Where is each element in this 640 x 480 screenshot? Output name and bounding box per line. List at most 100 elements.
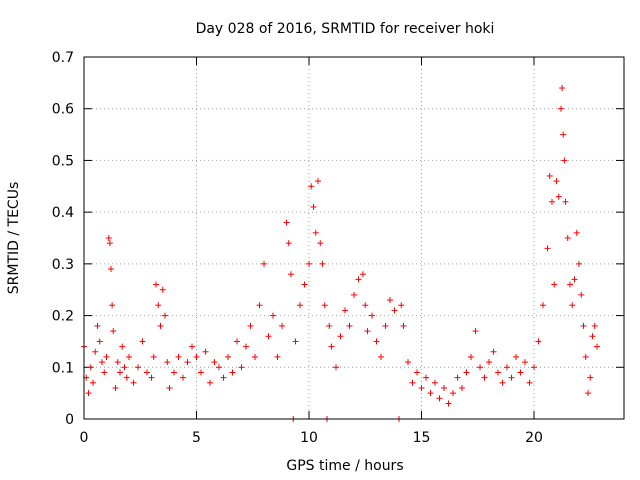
- data-point: [99, 359, 105, 366]
- data-point: [148, 374, 155, 381]
- data-point: [153, 281, 159, 288]
- data-point: [535, 338, 542, 345]
- data-point: [591, 322, 598, 329]
- axis-ticks: [83, 56, 624, 420]
- data-point: [504, 364, 510, 371]
- data-point: [90, 379, 96, 386]
- data-point: [567, 281, 573, 288]
- data-point: [513, 353, 519, 360]
- data-point: [362, 302, 369, 309]
- data-point: [101, 369, 108, 376]
- data-point: [576, 260, 582, 267]
- data-point: [247, 322, 254, 329]
- data-point: [103, 353, 110, 360]
- data-point: [551, 281, 558, 288]
- data-point: [337, 333, 344, 340]
- data-point: [463, 369, 470, 376]
- data-point: [225, 353, 231, 360]
- data-point: [418, 384, 425, 391]
- data-point: [400, 322, 407, 329]
- y-tick-label: 0.6: [52, 102, 74, 118]
- data-point: [499, 379, 506, 386]
- data-point: [184, 359, 191, 366]
- data-point: [308, 183, 315, 190]
- data-point: [450, 390, 456, 397]
- data-point: [92, 348, 99, 355]
- data-point: [326, 322, 333, 329]
- data-point: [560, 131, 567, 138]
- data-point: [564, 235, 571, 241]
- data-point: [94, 322, 101, 329]
- data-point: [157, 322, 164, 329]
- data-point: [369, 312, 375, 319]
- data-point: [373, 338, 380, 345]
- x-tick-label: 15: [413, 430, 431, 446]
- data-point: [549, 198, 555, 205]
- data-point: [87, 364, 94, 371]
- data-point: [270, 312, 276, 319]
- data-point: [454, 374, 461, 381]
- data-point: [333, 364, 339, 371]
- data-point: [531, 364, 537, 371]
- y-tick-label: 0.4: [52, 205, 74, 221]
- data-point: [171, 369, 177, 376]
- data-point: [297, 302, 303, 309]
- data-point: [283, 219, 290, 226]
- data-point: [544, 245, 551, 252]
- x-tick-labels: 0 5 10 15 20: [80, 430, 543, 446]
- y-tick-label: 0.1: [52, 360, 74, 376]
- data-point: [559, 85, 566, 92]
- data-point: [198, 369, 204, 376]
- y-tick-label: 0.2: [52, 309, 74, 325]
- data-point: [180, 374, 186, 381]
- data-point: [135, 364, 141, 371]
- data-point: [540, 302, 546, 309]
- data-point: [427, 390, 434, 397]
- y-tick-label: 0: [65, 412, 74, 428]
- data-point: [312, 229, 319, 236]
- data-point: [202, 348, 209, 355]
- data-point: [193, 353, 200, 360]
- data-point: [569, 302, 576, 309]
- data-point: [229, 369, 236, 376]
- y-tick-label: 0.3: [52, 257, 74, 273]
- data-point: [106, 240, 113, 247]
- data-point: [546, 172, 553, 179]
- data-point: [317, 240, 324, 247]
- data-point: [164, 359, 171, 366]
- data-point: [105, 235, 112, 241]
- y-tick-label: 0.5: [52, 153, 74, 169]
- data-point: [490, 348, 497, 355]
- data-point: [589, 333, 596, 340]
- data-point: [256, 302, 263, 309]
- data-point: [238, 364, 245, 371]
- data-point: [561, 157, 568, 164]
- data-point: [285, 240, 292, 247]
- data-point: [108, 266, 114, 273]
- data-point: [110, 328, 117, 335]
- data-point: [472, 328, 479, 335]
- data-point: [162, 312, 168, 319]
- data-point: [445, 400, 452, 407]
- data-point: [150, 353, 157, 360]
- data-point: [328, 343, 335, 350]
- data-point: [117, 369, 123, 376]
- data-point: [355, 276, 362, 283]
- data-point: [155, 302, 162, 309]
- data-point: [522, 359, 528, 366]
- data-point: [211, 359, 218, 366]
- data-point: [364, 328, 371, 335]
- data-point: [391, 307, 398, 314]
- grid-lines: [83, 56, 624, 420]
- data-point: [409, 379, 416, 386]
- y-axis-label: SRMTID / TECUs: [6, 182, 22, 295]
- data-point: [436, 395, 443, 402]
- x-tick-label: 20: [525, 430, 543, 446]
- data-point: [477, 364, 483, 371]
- data-point: [580, 322, 587, 329]
- data-point: [126, 353, 132, 360]
- data-point: [387, 297, 393, 304]
- data-point: [119, 343, 126, 350]
- data-point: [508, 374, 515, 381]
